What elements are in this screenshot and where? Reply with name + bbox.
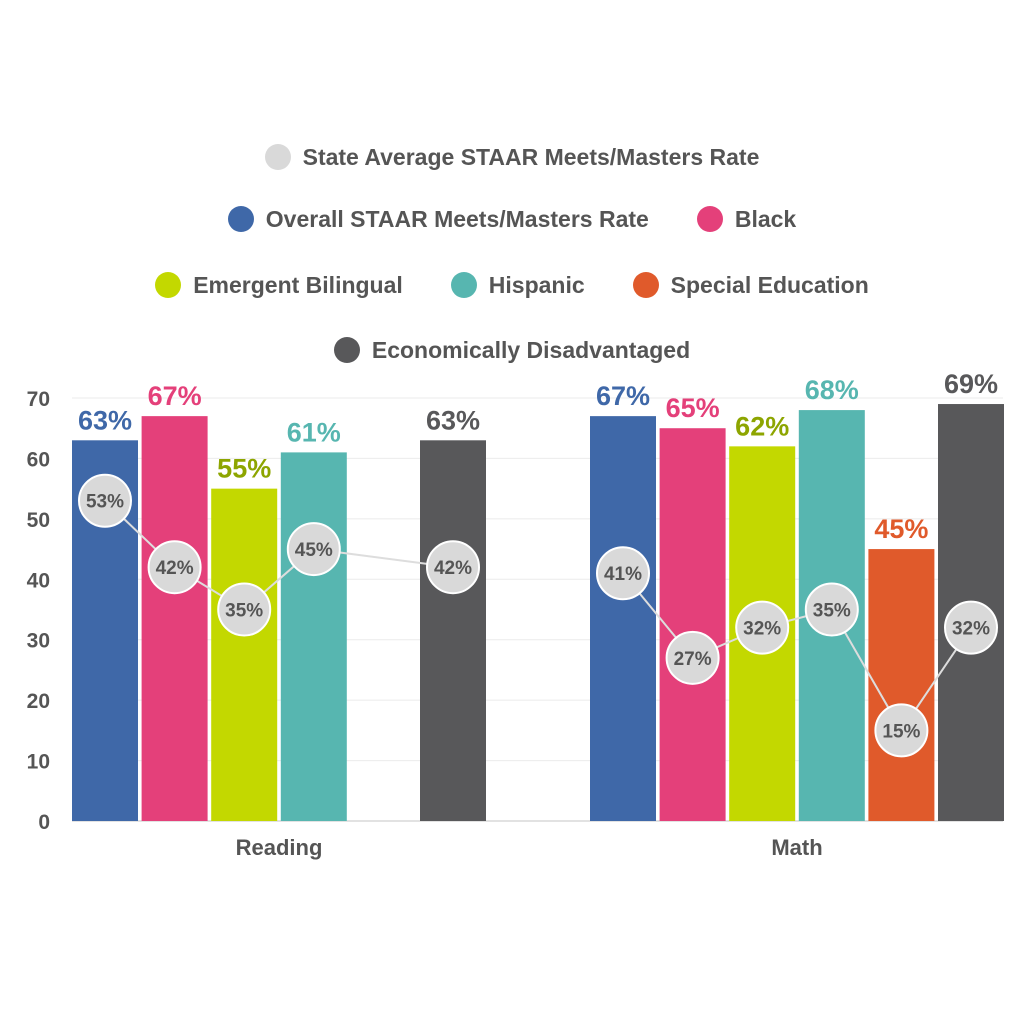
legend-row: State Average STAAR Meets/Masters Rate	[0, 141, 1024, 173]
legend-swatch	[632, 272, 659, 298]
bar-value-label: 61%	[287, 417, 341, 447]
state-average-label: 15%	[882, 721, 920, 742]
legend-swatch	[264, 144, 291, 170]
legend-label: Economically Disadvantaged	[371, 336, 691, 363]
bar-value-label: 65%	[666, 393, 720, 423]
legend-swatch	[696, 206, 723, 232]
bar-value-label: 69%	[944, 369, 998, 399]
legend-swatch	[227, 206, 254, 232]
legend-swatch	[333, 337, 360, 363]
legend-item-hispanic: Hispanic	[450, 271, 585, 299]
legend-label: Special Education	[670, 271, 869, 298]
legend-label: State Average STAAR Meets/Masters Rate	[302, 143, 760, 170]
bar-special-education-math	[868, 549, 935, 821]
bar-value-label: 67%	[596, 381, 650, 411]
bar-hispanic-reading	[280, 452, 347, 821]
bar-value-label: 63%	[426, 405, 480, 435]
bar-value-label: 67%	[148, 381, 202, 411]
bar-value-label: 63%	[78, 405, 132, 435]
legend-item-economically-disadvantaged: Economically Disadvantaged	[333, 336, 691, 364]
legend-item-special-education: Special Education	[632, 271, 869, 299]
legend: State Average STAAR Meets/Masters Rate Ov…	[0, 0, 1024, 380]
bar-black-math	[659, 428, 726, 821]
legend-item-black: Black	[696, 205, 797, 233]
state-average-label: 45%	[295, 540, 333, 561]
state-average-label: 35%	[813, 601, 851, 622]
legend-row: Overall STAAR Meets/Masters Rate Black	[0, 203, 1024, 235]
x-tick-label-math: Math	[771, 835, 822, 860]
state-average-point	[804, 582, 859, 637]
bar-economically-disadvantaged-reading	[420, 440, 486, 821]
legend-swatch	[450, 272, 477, 298]
bar-overall-staar-meets-masters-rate-math	[590, 416, 656, 821]
y-tick-label: 40	[27, 569, 50, 592]
legend-label: Overall STAAR Meets/Masters Rate	[265, 205, 649, 232]
legend-label: Emergent Bilingual	[193, 271, 403, 298]
state-average-point	[426, 540, 480, 595]
bar-black-reading	[141, 416, 208, 821]
state-average-label: 35%	[225, 601, 263, 622]
legend-swatch	[155, 272, 182, 298]
state-average-label: 32%	[952, 619, 990, 640]
state-average-point	[735, 600, 790, 655]
state-average-label: 41%	[604, 564, 642, 585]
state-average-label: 42%	[156, 558, 194, 579]
y-tick-label: 70	[27, 388, 50, 411]
y-tick-label: 10	[27, 751, 50, 774]
y-tick-label: 0	[38, 811, 50, 834]
state-average-point	[286, 522, 341, 577]
state-average-label: 53%	[86, 492, 124, 513]
state-average-label: 42%	[434, 558, 472, 579]
state-average-point	[147, 540, 202, 595]
state-average-label: 32%	[743, 619, 781, 640]
legend-label: Black	[734, 205, 797, 232]
bar-emergent-bilingual-reading	[211, 488, 278, 821]
legend-item-emergent-bilingual: Emergent Bilingual	[155, 272, 403, 299]
state-average-point	[944, 600, 998, 655]
state-average-point	[78, 473, 132, 528]
state-average-point	[665, 630, 720, 685]
legend-row: Economically Disadvantaged	[0, 334, 1024, 366]
legend-row: Emergent Bilingual Hispanic Special Educat…	[0, 269, 1024, 301]
state-average-point	[874, 703, 929, 758]
state-average-point	[596, 546, 650, 601]
y-tick-label: 50	[27, 509, 50, 532]
legend-item-overall-staar-meets-masters-rate: Overall STAAR Meets/Masters Rate	[227, 205, 649, 233]
y-tick-label: 20	[27, 690, 50, 713]
x-tick-label-reading: Reading	[236, 835, 323, 860]
state-average-label: 27%	[674, 649, 712, 670]
legend-label: Hispanic	[488, 271, 585, 298]
y-tick-label: 30	[27, 630, 50, 653]
legend-item-state-average-staar-meets-masters-rate: State Average STAAR Meets/Masters Rate	[264, 143, 760, 171]
state-average-point	[217, 582, 272, 637]
bar-value-label: 68%	[805, 375, 859, 405]
bar-value-label: 55%	[217, 454, 271, 484]
bar-value-label: 62%	[735, 411, 789, 441]
bar-value-label: 45%	[874, 514, 928, 544]
y-tick-label: 60	[27, 448, 50, 471]
